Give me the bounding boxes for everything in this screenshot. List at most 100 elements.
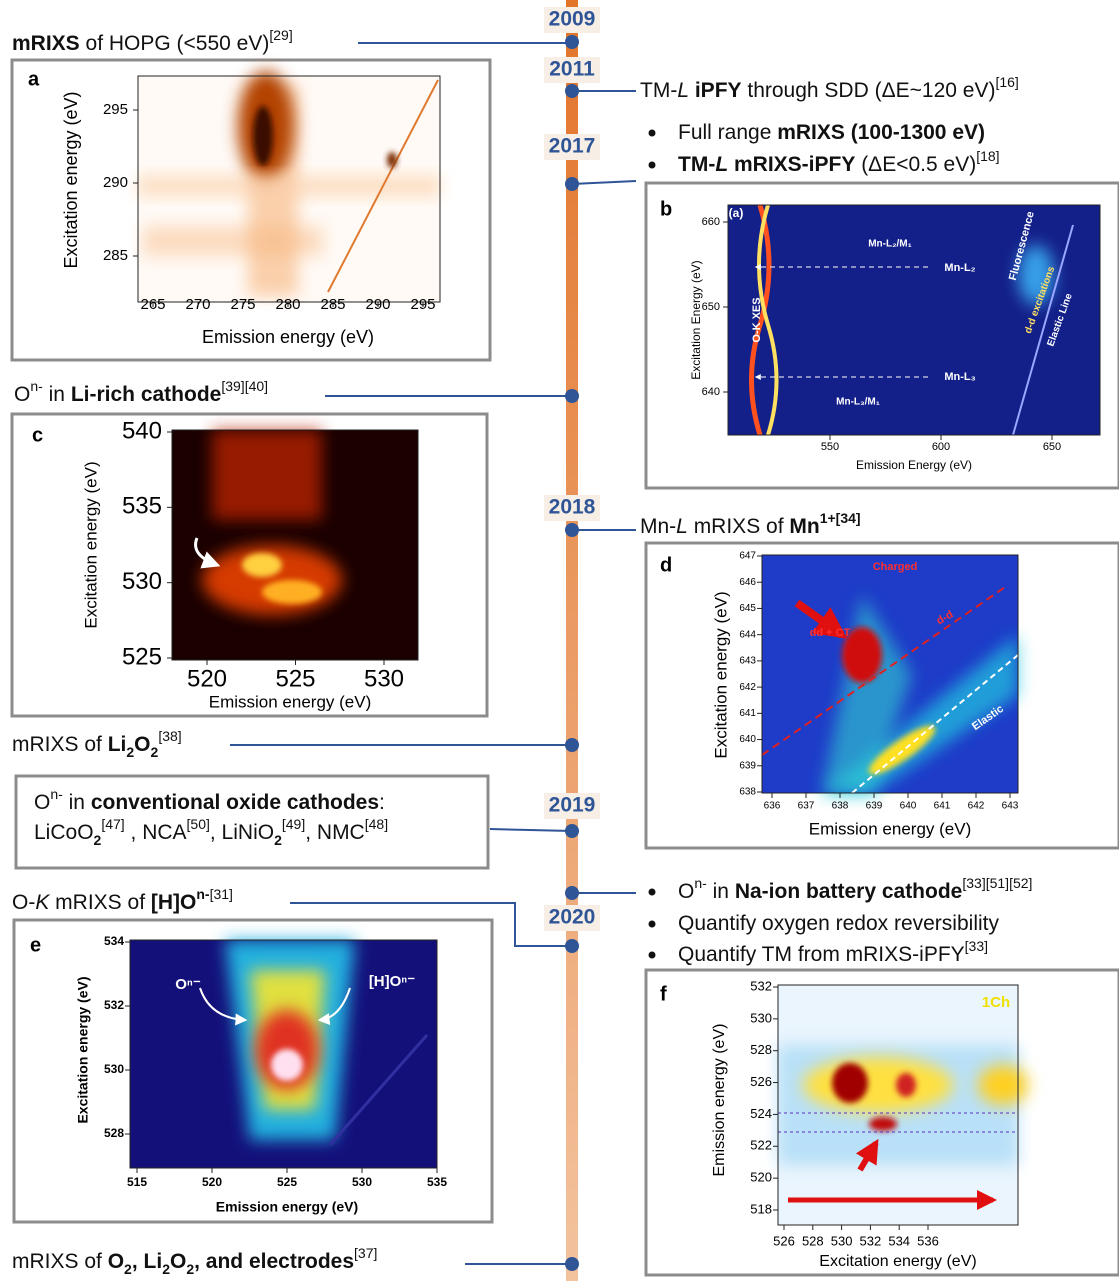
x-axis-label: Emission energy (eV) (202, 327, 374, 347)
y-tick-label: 526 (750, 1074, 772, 1089)
panel-letter: f (660, 983, 667, 1005)
annotation: dd + CT (810, 627, 851, 639)
year-background (544, 134, 600, 160)
text-run: iPFY (689, 79, 742, 102)
text-run: L (677, 79, 689, 102)
text-run: O (108, 1250, 124, 1273)
heatmap-band (822, 595, 912, 793)
arrow (855, 1138, 879, 1172)
connector (571, 180, 637, 185)
y-tick-label: 643 (739, 656, 756, 667)
y-tick-label: 660 (702, 216, 720, 228)
y-tick-label: 641 (739, 708, 756, 719)
panel-letter: c (32, 424, 43, 446)
x-tick-label: 528 (802, 1233, 824, 1248)
text-run: n- (694, 875, 707, 891)
text-run: [37] (354, 1245, 377, 1261)
x-tick-label: 643 (1002, 801, 1019, 812)
y-tick-label: 639 (739, 760, 756, 771)
text-run: O- (12, 891, 35, 914)
x-tick-label: 550 (821, 441, 839, 453)
text-run: [38] (158, 728, 181, 744)
entry-text: mRIXS of O2, Li2O2, and electrodes[37] (12, 1245, 377, 1277)
x-tick-label: 534 (888, 1233, 910, 1248)
text-run: 2 (274, 832, 282, 848)
entry-text: On- in conventional oxide cathodes: (34, 786, 385, 814)
x-tick-label: 536 (917, 1233, 939, 1248)
entry-text: Quantify oxygen redox reversibility (678, 912, 999, 935)
timeline-dot (565, 1257, 579, 1271)
year-label: 2019 (549, 794, 596, 817)
bullet (648, 888, 656, 896)
text-run: Quantify oxygen redox reversibility (678, 912, 999, 935)
text-run: Li (108, 733, 127, 756)
entry-text: O-K mRIXS of [H]On-[31] (12, 886, 233, 914)
timeline-dot (565, 824, 579, 838)
heatmap-blob (978, 1065, 1028, 1105)
plot-frame (137, 75, 441, 303)
text-run: (ΔE<0.5 eV) (855, 153, 976, 176)
year-background (544, 905, 600, 931)
panel: d 636 637 638 639 640 641 642 643 647 646 645 644 643… (644, 541, 1119, 850)
bullet (648, 129, 656, 137)
annotation: (a) (729, 206, 744, 220)
y-tick-label: 532 (104, 998, 124, 1012)
heatmap-blob (242, 553, 282, 577)
annotation: [H]Oⁿ⁻ (369, 973, 415, 990)
annotation: Mn-L₂ (944, 262, 975, 274)
text-run: Na-ion battery cathode (735, 880, 963, 903)
text-run: O (34, 791, 50, 814)
y-tick-label: 646 (739, 577, 756, 588)
y-tick-label: 528 (750, 1042, 772, 1057)
heatmap-blob (387, 152, 397, 168)
text-run: , Li (132, 1250, 162, 1273)
heatmap-blob (271, 1049, 303, 1081)
y-tick-label: 642 (739, 682, 756, 693)
elastic-line (327, 79, 439, 293)
x-tick-label: 270 (185, 296, 210, 313)
text-run: mRIXS (100-1300 eV) (777, 121, 985, 144)
entry-text: Full range mRIXS (100-1300 eV) (678, 121, 985, 144)
text-run: through SDD (ΔE~120 eV) (742, 79, 996, 102)
timeline-dot (565, 886, 579, 900)
year-label: 2018 (549, 496, 596, 519)
bullet (648, 161, 656, 169)
annotation: Mn-L₂/M₁ (868, 239, 912, 250)
timeline-dot (565, 738, 579, 752)
timeline-dot (565, 35, 579, 49)
entry-text: LiCoO2[47] , NCA[50], LiNiO2[49], NMC[48… (34, 816, 388, 848)
panel: f 526 528 530 532 534 536 532 530 528 526 524 522 520… (644, 968, 1119, 1277)
y-tick-label: 640 (702, 386, 720, 398)
text-run: mRIXS of (688, 515, 790, 538)
panel: b 550 600 650 660 650 640 Emission Energy (eV) E… (644, 181, 1119, 490)
y-tick-label: 530 (104, 1062, 124, 1076)
x-tick-label: 525 (275, 665, 315, 692)
text-run: conventional oxide cathodes (91, 791, 379, 814)
text-run: LiCoO (34, 821, 94, 844)
text-run: 2 (151, 744, 159, 760)
text-run: [48] (365, 816, 388, 832)
y-axis-label: Excitation energy (eV) (61, 91, 81, 268)
heatmap-blob (803, 1057, 953, 1113)
plot-frame (761, 554, 1019, 794)
text-run: [50] (187, 816, 210, 832)
year-background (544, 495, 600, 521)
y-tick-label: 640 (739, 734, 756, 745)
x-tick-label: 530 (364, 665, 404, 692)
timeline-dot (565, 389, 579, 403)
xes-line (757, 204, 779, 436)
text-run: [18] (976, 148, 999, 164)
arrow (194, 537, 221, 569)
y-axis-label: Excitation energy (eV) (711, 591, 730, 758)
y-tick-label: 524 (750, 1106, 772, 1121)
y-tick-label: 644 (739, 629, 756, 640)
y-tick-label: 520 (750, 1170, 772, 1185)
x-tick-label: 530 (352, 1175, 372, 1189)
heatmap-blob (896, 1073, 916, 1097)
text-run: Li-rich cathode (71, 383, 222, 406)
x-tick-label: 636 (764, 801, 781, 812)
x-tick-label: 535 (427, 1175, 447, 1189)
text-run: Mn (789, 515, 819, 538)
annotation: 1Ch (982, 994, 1010, 1011)
entry-text: On- in Li-rich cathode[39][40] (14, 378, 268, 406)
